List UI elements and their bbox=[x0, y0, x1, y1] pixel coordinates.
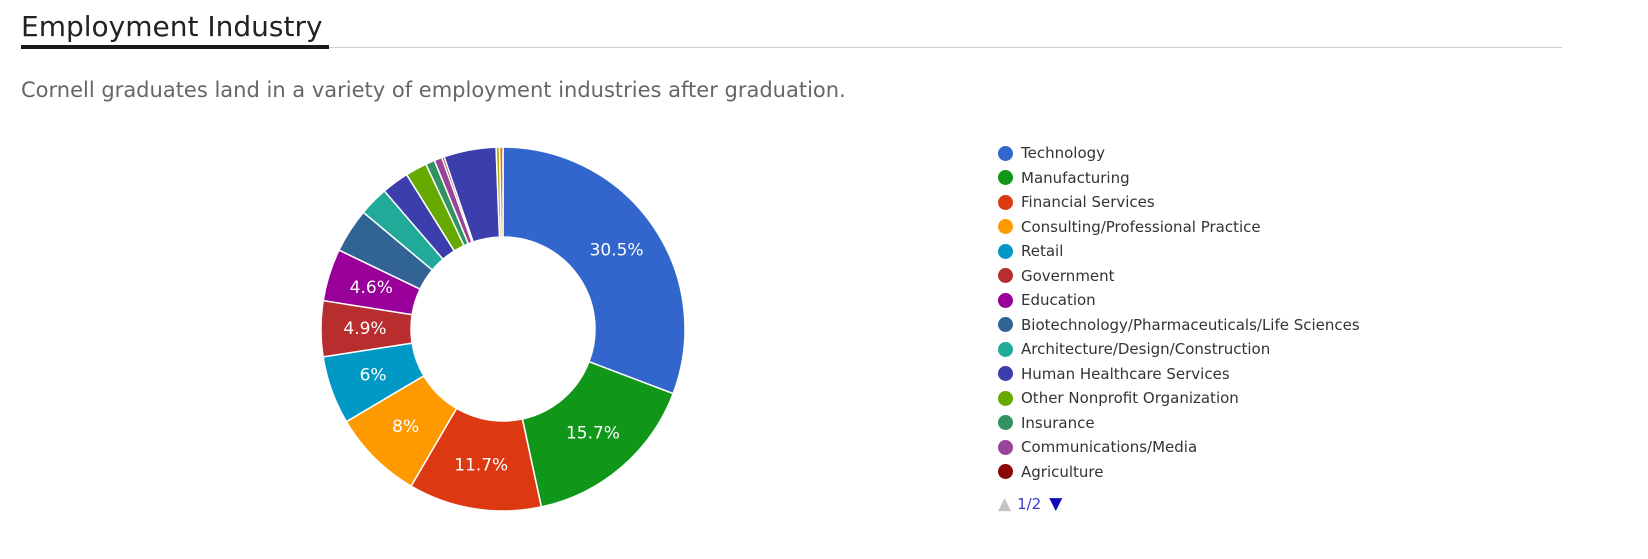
legend-item[interactable]: Biotechnology/Pharmaceuticals/Life Scien… bbox=[998, 313, 1418, 338]
legend-label: Human Healthcare Services bbox=[1021, 364, 1230, 383]
legend-swatch bbox=[998, 366, 1013, 382]
slice-unlabeled-16[interactable] bbox=[498, 146, 504, 238]
legend-label: Manufacturing bbox=[1021, 168, 1130, 187]
legend-label: Insurance bbox=[1021, 413, 1095, 432]
header-divider bbox=[329, 47, 1562, 48]
legend-page-number: 1/2 bbox=[1017, 495, 1042, 513]
legend-swatch bbox=[998, 292, 1013, 308]
section-title: Employment Industry bbox=[21, 10, 323, 43]
legend-item[interactable]: Technology bbox=[998, 141, 1418, 166]
legend-swatch bbox=[998, 219, 1013, 235]
legend-swatch bbox=[998, 170, 1013, 186]
slice-label: 6% bbox=[360, 366, 387, 386]
triangle-down-icon[interactable]: ▼ bbox=[1049, 494, 1063, 514]
slice-label: 15.7% bbox=[566, 424, 620, 444]
legend-swatch bbox=[998, 317, 1013, 333]
legend-item[interactable]: Education bbox=[998, 288, 1418, 313]
legend-swatch bbox=[998, 439, 1013, 455]
legend-swatch bbox=[998, 145, 1013, 161]
section-subtitle: Cornell graduates land in a variety of e… bbox=[21, 78, 846, 102]
legend-item[interactable]: Other Nonprofit Organization bbox=[998, 386, 1418, 411]
legend-label: Agriculture bbox=[1021, 462, 1104, 481]
legend-item[interactable]: Financial Services bbox=[998, 190, 1418, 215]
title-underline bbox=[21, 45, 329, 49]
legend-label: Consulting/Professional Practice bbox=[1021, 217, 1261, 236]
legend-pager: ▲ 1/2 ▼ bbox=[998, 493, 1062, 515]
legend-swatch bbox=[998, 464, 1013, 480]
legend-swatch bbox=[998, 194, 1013, 210]
legend-label: Education bbox=[1021, 291, 1096, 310]
legend-item[interactable]: Architecture/Design/Construction bbox=[998, 337, 1418, 362]
section-header: Employment Industry bbox=[21, 8, 1562, 50]
legend-label: Retail bbox=[1021, 242, 1064, 261]
slice-technology[interactable] bbox=[502, 146, 686, 395]
chart-legend: Technology Manufacturing Financial Service… bbox=[998, 141, 1418, 484]
legend-item[interactable]: Communications/Media bbox=[998, 435, 1418, 460]
legend-item[interactable]: Consulting/Professional Practice bbox=[998, 215, 1418, 240]
slice-label: 8% bbox=[392, 417, 419, 437]
legend-item[interactable]: Human Healthcare Services bbox=[998, 362, 1418, 387]
donut-slice-labels: 30.5% 15.7% 11.7% 8% 6% 4.9% 4.6% bbox=[343, 241, 643, 476]
legend-item[interactable]: Agriculture bbox=[998, 460, 1418, 485]
legend-label: Technology bbox=[1021, 144, 1106, 163]
legend-item[interactable]: Retail bbox=[998, 239, 1418, 264]
legend-swatch bbox=[998, 390, 1013, 406]
legend-swatch bbox=[998, 415, 1013, 431]
slice-label: 30.5% bbox=[590, 241, 644, 261]
slice-label: 4.9% bbox=[343, 319, 386, 339]
legend-label: Government bbox=[1021, 266, 1115, 285]
slice-label: 4.6% bbox=[350, 278, 393, 298]
legend-label: Architecture/Design/Construction bbox=[1021, 340, 1271, 359]
legend-label: Biotechnology/Pharmaceuticals/Life Scien… bbox=[1021, 315, 1360, 334]
legend-swatch bbox=[998, 268, 1013, 284]
legend-label: Other Nonprofit Organization bbox=[1021, 389, 1239, 408]
legend-swatch bbox=[998, 341, 1013, 357]
legend-label: Communications/Media bbox=[1021, 438, 1198, 457]
legend-item[interactable]: Manufacturing bbox=[998, 166, 1418, 191]
legend-label: Financial Services bbox=[1021, 193, 1155, 212]
legend-swatch bbox=[998, 243, 1013, 259]
slice-manufacturing[interactable] bbox=[521, 360, 675, 508]
triangle-up-icon[interactable]: ▲ bbox=[998, 494, 1012, 514]
legend-item[interactable]: Government bbox=[998, 264, 1418, 289]
donut-slices bbox=[320, 146, 686, 512]
legend-item[interactable]: Insurance bbox=[998, 411, 1418, 436]
slice-label: 11.7% bbox=[454, 455, 508, 475]
